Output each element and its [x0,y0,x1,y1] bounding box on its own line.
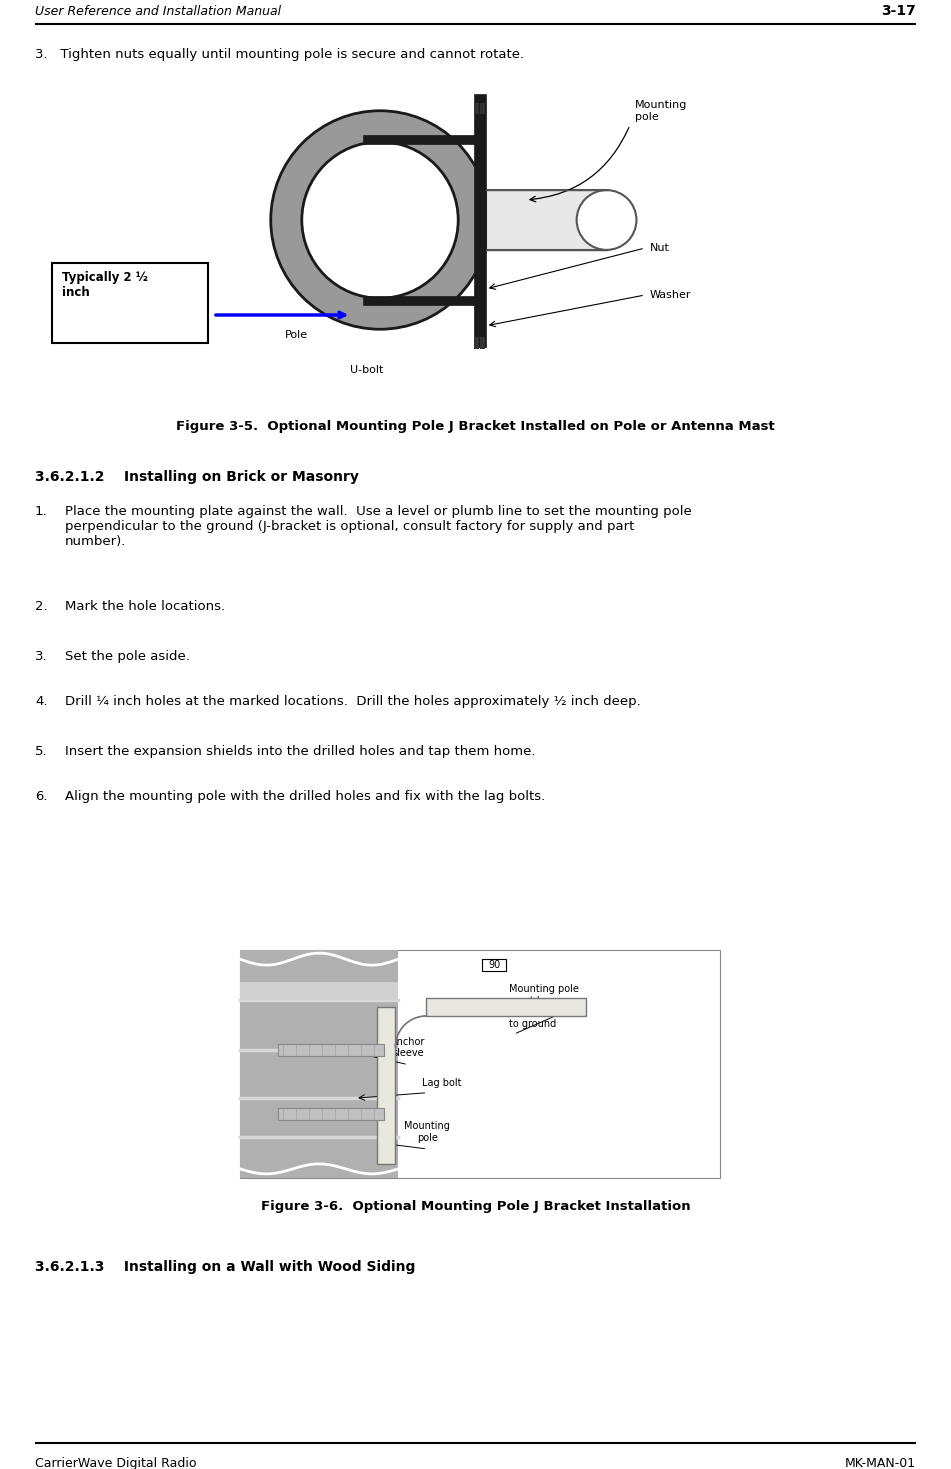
Text: Drill ¼ inch holes at the marked locations.  Drill the holes approximately ½ inc: Drill ¼ inch holes at the marked locatio… [65,695,641,708]
Text: Mounting
pole: Mounting pole [635,100,688,122]
Circle shape [576,190,636,250]
Text: 5.: 5. [35,745,48,758]
Text: 1.: 1. [35,505,48,519]
Text: Insert the expansion shields into the drilled holes and tap them home.: Insert the expansion shields into the dr… [65,745,535,758]
Text: CarrierWave Digital Radio: CarrierWave Digital Radio [35,1457,197,1469]
Text: Mounting
pole: Mounting pole [404,1121,451,1143]
Text: 3-17: 3-17 [882,4,916,18]
Text: Mounting pole
must be
perpendicular
to ground: Mounting pole must be perpendicular to g… [509,984,578,1028]
Bar [362,295,483,306]
Bar [378,1008,396,1165]
Text: Typically 2 ½
inch: Typically 2 ½ inch [62,270,148,300]
Circle shape [301,142,458,298]
Bar [486,190,607,250]
Bar [426,997,586,1017]
Bar [52,263,208,342]
Bar [482,958,506,971]
Bar [279,1108,384,1121]
Text: 3.   Tighten nuts equally until mounting pole is secure and cannot rotate.: 3. Tighten nuts equally until mounting p… [35,48,524,62]
Text: MK-MAN-01: MK-MAN-01 [844,1457,916,1469]
Text: Nut: Nut [650,242,670,253]
Text: U-bolt: U-bolt [350,364,383,375]
Text: 90: 90 [487,961,501,971]
Bar [362,135,483,144]
Text: Washer: Washer [650,289,691,300]
Text: User Reference and Installation Manual: User Reference and Installation Manual [35,4,281,18]
Bar [480,338,485,348]
Text: Align the mounting pole with the drilled holes and fix with the lag bolts.: Align the mounting pole with the drilled… [65,790,545,804]
Bar [240,950,398,1178]
Text: 6.: 6. [35,790,48,804]
Bar [480,103,485,115]
Text: 90: 90 [488,959,500,970]
Bar [475,338,479,348]
Text: Anchor
sleeve: Anchor sleeve [391,1037,425,1058]
Bar [279,1044,384,1056]
Text: Figure 3-6.  Optional Mounting Pole J Bracket Installation: Figure 3-6. Optional Mounting Pole J Bra… [261,1200,690,1213]
Text: 3.6.2.1.3    Installing on a Wall with Wood Siding: 3.6.2.1.3 Installing on a Wall with Wood… [35,1260,416,1274]
Text: Mark the hole locations.: Mark the hole locations. [65,599,225,613]
Text: Pole: Pole [285,331,308,339]
Text: 4.: 4. [35,695,48,708]
Bar [475,94,486,347]
Bar [240,950,720,1178]
Bar [475,103,479,115]
Text: Set the pole aside.: Set the pole aside. [65,649,190,663]
Text: Figure 3-5.  Optional Mounting Pole J Bracket Installed on Pole or Antenna Mast: Figure 3-5. Optional Mounting Pole J Bra… [176,420,775,433]
Bar [240,981,398,1000]
Text: Place the mounting plate against the wall.  Use a level or plumb line to set the: Place the mounting plate against the wal… [65,505,691,548]
Text: 3.: 3. [35,649,48,663]
Text: Lag bolt: Lag bolt [422,1078,462,1087]
Text: 3.6.2.1.2    Installing on Brick or Masonry: 3.6.2.1.2 Installing on Brick or Masonry [35,470,359,483]
Text: 2.: 2. [35,599,48,613]
